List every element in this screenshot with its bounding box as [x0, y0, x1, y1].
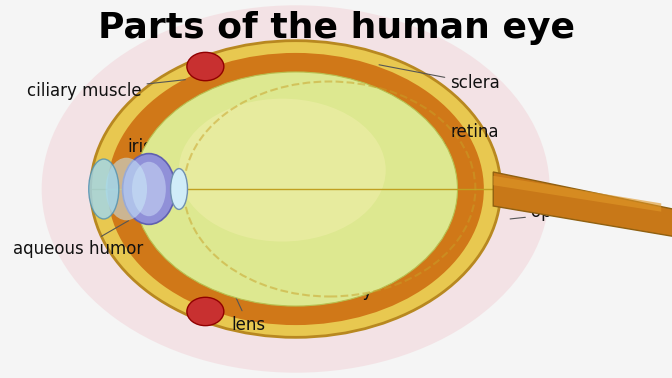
Ellipse shape — [171, 169, 187, 209]
Polygon shape — [493, 176, 661, 212]
Text: cornea: cornea — [128, 169, 184, 188]
Ellipse shape — [89, 159, 119, 219]
Text: iris: iris — [128, 138, 153, 163]
Ellipse shape — [91, 41, 501, 337]
Ellipse shape — [179, 99, 386, 242]
Ellipse shape — [106, 158, 147, 220]
Polygon shape — [493, 172, 672, 240]
Ellipse shape — [122, 153, 175, 225]
Text: aqueous humor: aqueous humor — [13, 221, 144, 259]
Ellipse shape — [108, 53, 484, 325]
Ellipse shape — [42, 5, 550, 373]
Text: Parts of the human eye: Parts of the human eye — [97, 11, 575, 45]
Text: retina: retina — [426, 123, 499, 150]
Text: sclera: sclera — [379, 65, 500, 92]
Text: ciliary muscle: ciliary muscle — [27, 80, 185, 100]
Ellipse shape — [134, 72, 458, 306]
Ellipse shape — [132, 162, 166, 216]
Text: lens: lens — [203, 226, 265, 334]
Text: vitreous body: vitreous body — [259, 267, 372, 300]
Ellipse shape — [187, 52, 224, 81]
Ellipse shape — [187, 297, 224, 326]
Text: optic nerve: optic nerve — [510, 203, 625, 221]
